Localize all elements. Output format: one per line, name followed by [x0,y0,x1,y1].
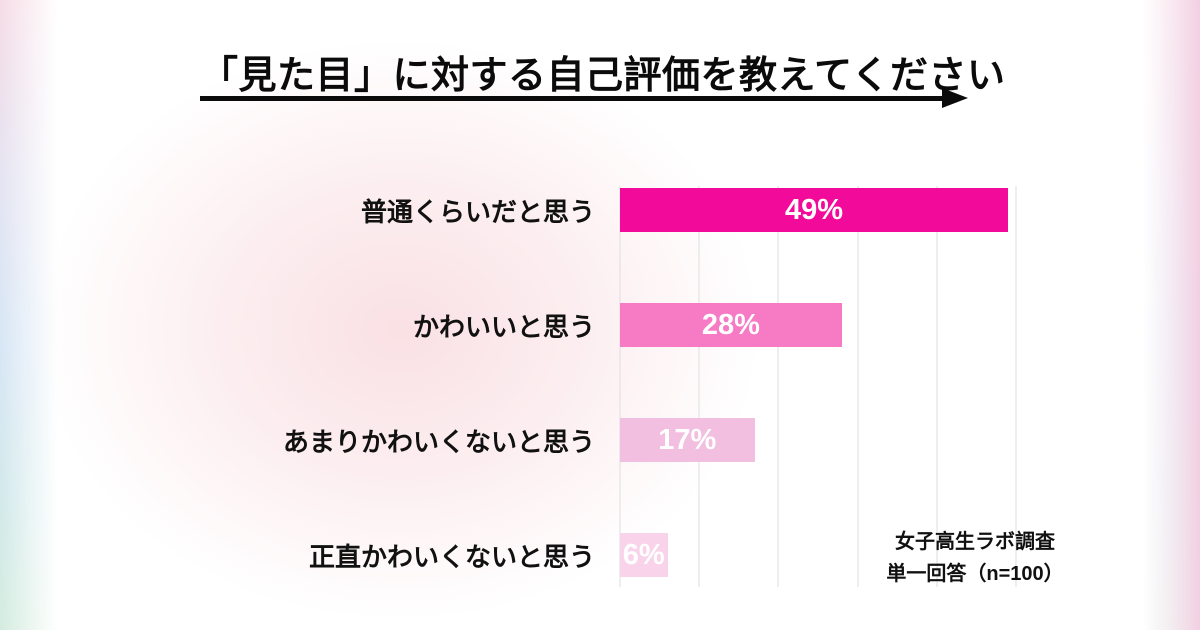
bar-row: 普通くらいだと思う 49% [0,188,1150,232]
bar-value-label: 28% [701,308,760,341]
chart-title: 「見た目」に対する自己評価を教えてください [200,55,1006,97]
bar-value-label: 17% [658,423,717,456]
category-label: あまりかわいくないと思う [282,426,595,457]
gridline [936,186,938,587]
plot-grid [619,186,1017,587]
chart-rows: 普通くらいだと思う 49% かわいいと思う 28% あまりかわいくないと思う 17% 正直か… [0,188,1200,588]
bar-row: あまりかわいくないと思う 17% [0,418,1150,462]
gridline [698,186,700,587]
title-underline [200,96,946,101]
category-label: 普通くらいだと思う [360,196,595,227]
category-label: 正直かわいくないと思う [308,541,595,572]
title-arrow-icon [942,88,968,108]
gridline [1015,186,1017,587]
bar-value-label: 49% [785,193,844,226]
bar: 6% [620,533,668,577]
bar-value-label: 6% [622,538,665,571]
source-note-line2: 単一回答（n=100） [886,563,1064,585]
bar-row: 正直かわいくないと思う 6% [0,533,1150,577]
gridline [777,186,779,587]
category-label: かわいいと思う [412,311,595,342]
bar: 49% [620,188,1009,232]
bar: 28% [620,303,842,347]
gridline [619,186,621,587]
gridline [857,186,859,587]
bar-row: かわいいと思う 28% [0,303,1150,347]
source-note: 女子高生ラボ調査 単一回答（n=100） [835,526,1115,590]
bar: 17% [620,418,755,462]
source-note-line1: 女子高生ラボ調査 [895,531,1055,553]
